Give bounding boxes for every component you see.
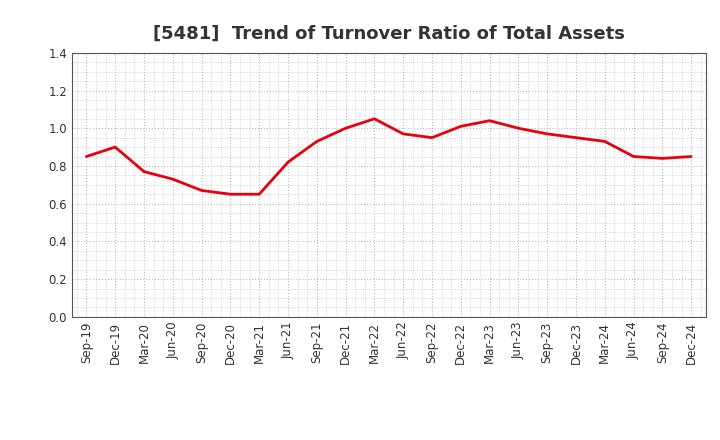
- Title: [5481]  Trend of Turnover Ratio of Total Assets: [5481] Trend of Turnover Ratio of Total …: [153, 25, 625, 43]
